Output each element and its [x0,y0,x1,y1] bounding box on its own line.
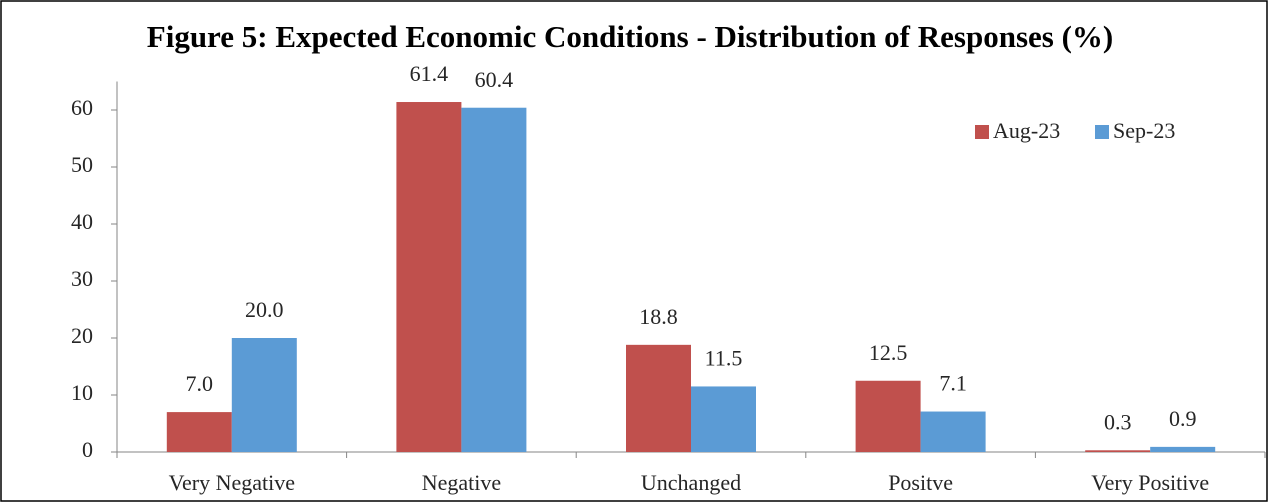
value-label: 7.1 [939,371,967,396]
y-tick-label: 10 [71,380,93,405]
y-tick-label: 0 [82,437,93,462]
x-tick-label: Negative [422,470,501,495]
x-tick-label: Very Negative [169,470,295,495]
bar [231,338,297,452]
value-label: 61.4 [410,61,449,86]
bar [1085,450,1151,452]
bar [920,411,986,452]
y-tick-label: 60 [71,95,93,120]
value-label: 7.0 [186,371,214,396]
bar [691,386,756,452]
bar [855,380,921,452]
bar [396,102,462,453]
value-label: 60.4 [475,67,514,92]
legend-swatch [975,125,989,139]
y-tick-label: 50 [71,152,93,177]
value-label: 11.5 [705,345,743,370]
y-tick-label: 20 [71,323,93,348]
x-tick-label: Very Positive [1091,470,1209,495]
value-label: 12.5 [869,340,908,365]
bar [1150,446,1216,452]
y-tick-label: 30 [71,266,93,291]
value-label: 0.3 [1104,409,1132,434]
bar [166,412,232,452]
value-label: 0.9 [1169,406,1197,431]
chart-title: Figure 5: Expected Economic Conditions -… [147,19,1113,54]
x-tick-label: Unchanged [641,470,741,495]
x-tick-label: Positve [888,470,953,495]
legend-label: Sep-23 [1113,118,1175,143]
bar [461,107,527,452]
value-label: 18.8 [639,304,678,329]
legend-label: Aug-23 [993,118,1060,143]
legend-swatch [1095,125,1109,139]
y-tick-label: 40 [71,209,93,234]
bar [626,344,691,452]
value-label: 20.0 [245,297,284,322]
